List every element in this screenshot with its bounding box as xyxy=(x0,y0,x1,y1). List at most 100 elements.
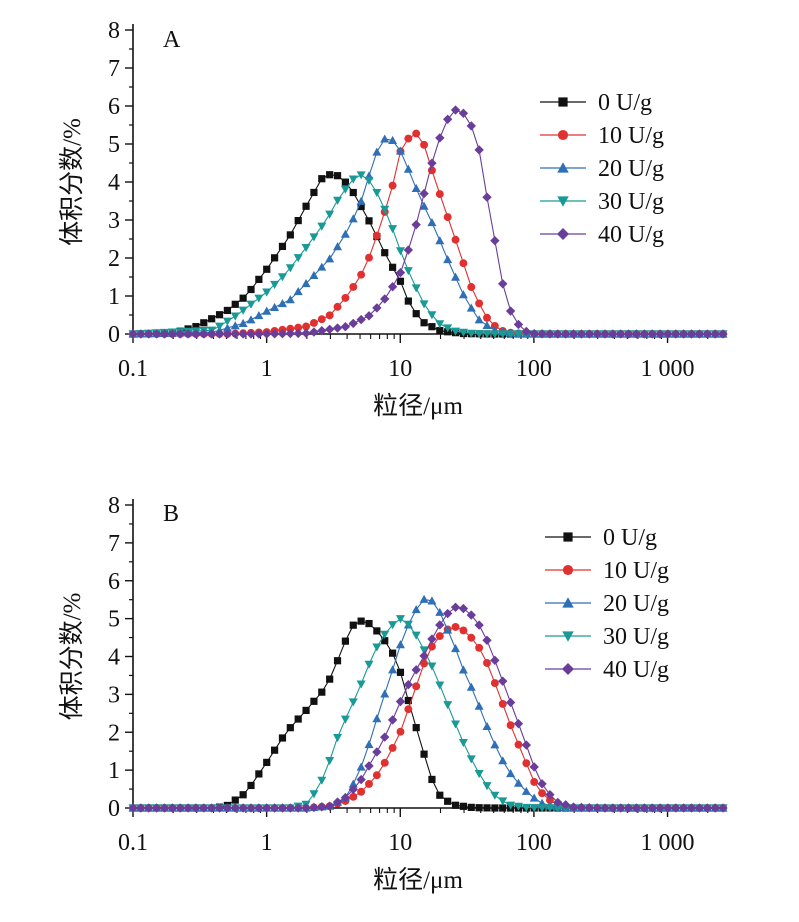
data-point xyxy=(255,275,263,283)
x-tick-label: 0.1 xyxy=(118,830,148,856)
data-point xyxy=(380,134,390,143)
data-point xyxy=(380,758,389,767)
data-point xyxy=(631,329,642,339)
data-point xyxy=(208,315,216,323)
data-point xyxy=(231,300,239,308)
data-point xyxy=(427,662,437,671)
legend-label: 20 U/g xyxy=(598,156,664,182)
data-point xyxy=(482,782,492,791)
data-point xyxy=(144,329,154,339)
data-point xyxy=(381,637,389,645)
data-point xyxy=(718,803,728,813)
y-axis-title: 体积分数/% xyxy=(58,593,86,721)
data-point xyxy=(199,329,209,339)
data-point xyxy=(136,329,146,339)
data-point xyxy=(230,312,240,321)
data-point xyxy=(271,746,279,754)
y-tick-label: 4 xyxy=(108,645,120,671)
data-point xyxy=(191,803,201,813)
data-point xyxy=(475,804,483,812)
data-point xyxy=(214,803,225,813)
data-point xyxy=(372,643,382,652)
data-point xyxy=(702,803,712,813)
data-point xyxy=(530,777,539,786)
data-point xyxy=(341,178,349,186)
y-tick-label: 0 xyxy=(108,322,120,348)
data-point xyxy=(395,267,406,278)
data-point xyxy=(301,278,311,288)
data-point xyxy=(309,327,319,337)
legend-marker xyxy=(562,631,574,642)
data-point xyxy=(395,146,405,155)
data-point xyxy=(277,329,288,339)
data-point xyxy=(365,217,373,225)
data-point xyxy=(277,803,288,813)
y-tick-label: 4 xyxy=(108,170,120,196)
data-point xyxy=(333,172,342,180)
data-point xyxy=(428,775,436,784)
data-point xyxy=(521,803,531,812)
legend-marker xyxy=(562,663,574,675)
data-point xyxy=(262,288,272,297)
data-point xyxy=(183,803,193,813)
data-point xyxy=(128,329,138,339)
data-point xyxy=(340,792,351,803)
data-point xyxy=(506,801,516,810)
data-point xyxy=(286,324,295,333)
data-point xyxy=(222,803,233,813)
data-point xyxy=(419,188,429,199)
data-point xyxy=(419,594,429,603)
data-point xyxy=(286,231,294,239)
data-point xyxy=(482,635,492,645)
data-point xyxy=(215,322,225,331)
data-point xyxy=(332,323,343,333)
data-point xyxy=(373,627,381,635)
data-point xyxy=(435,190,444,199)
data-point xyxy=(521,740,532,750)
data-point xyxy=(498,279,508,289)
data-point xyxy=(686,803,697,813)
legend-marker xyxy=(557,196,569,207)
data-point xyxy=(584,329,594,339)
data-point xyxy=(159,329,170,339)
data-point xyxy=(435,133,445,143)
data-point xyxy=(238,318,248,328)
data-point xyxy=(553,797,563,808)
data-point xyxy=(159,803,170,813)
data-point xyxy=(529,804,539,813)
data-point xyxy=(278,242,287,250)
data-point xyxy=(254,803,264,813)
data-point xyxy=(435,620,445,630)
data-point xyxy=(442,114,453,124)
data-point xyxy=(333,302,342,311)
data-point xyxy=(466,610,476,620)
data-point xyxy=(387,282,398,292)
data-point xyxy=(380,732,390,742)
data-point xyxy=(191,329,201,339)
data-point xyxy=(490,655,500,666)
data-point xyxy=(246,300,256,309)
data-point xyxy=(269,329,280,339)
data-point xyxy=(403,620,413,629)
data-point xyxy=(364,311,374,321)
data-point xyxy=(702,329,712,339)
data-point xyxy=(263,758,271,766)
chart-panel-B: 0 1 2 3 4 5 6 7 8 0.1 1 10 100 1 000 粒径/μm 体积分数/% B 0 U/g… xyxy=(58,493,728,894)
data-point xyxy=(718,329,728,339)
data-point xyxy=(435,607,445,616)
data-point xyxy=(301,328,311,338)
data-point xyxy=(144,803,154,813)
data-point xyxy=(246,803,256,813)
y-tick-label: 6 xyxy=(108,569,120,595)
data-point xyxy=(285,264,295,273)
y-tick-label: 8 xyxy=(108,18,120,44)
data-point xyxy=(356,196,366,205)
data-point xyxy=(616,803,626,813)
legend-label: 0 U/g xyxy=(598,90,652,116)
data-point xyxy=(592,803,602,813)
data-point xyxy=(545,804,555,813)
data-point xyxy=(616,329,626,339)
data-point xyxy=(357,202,365,211)
data-point xyxy=(537,779,547,789)
data-point xyxy=(254,294,264,303)
